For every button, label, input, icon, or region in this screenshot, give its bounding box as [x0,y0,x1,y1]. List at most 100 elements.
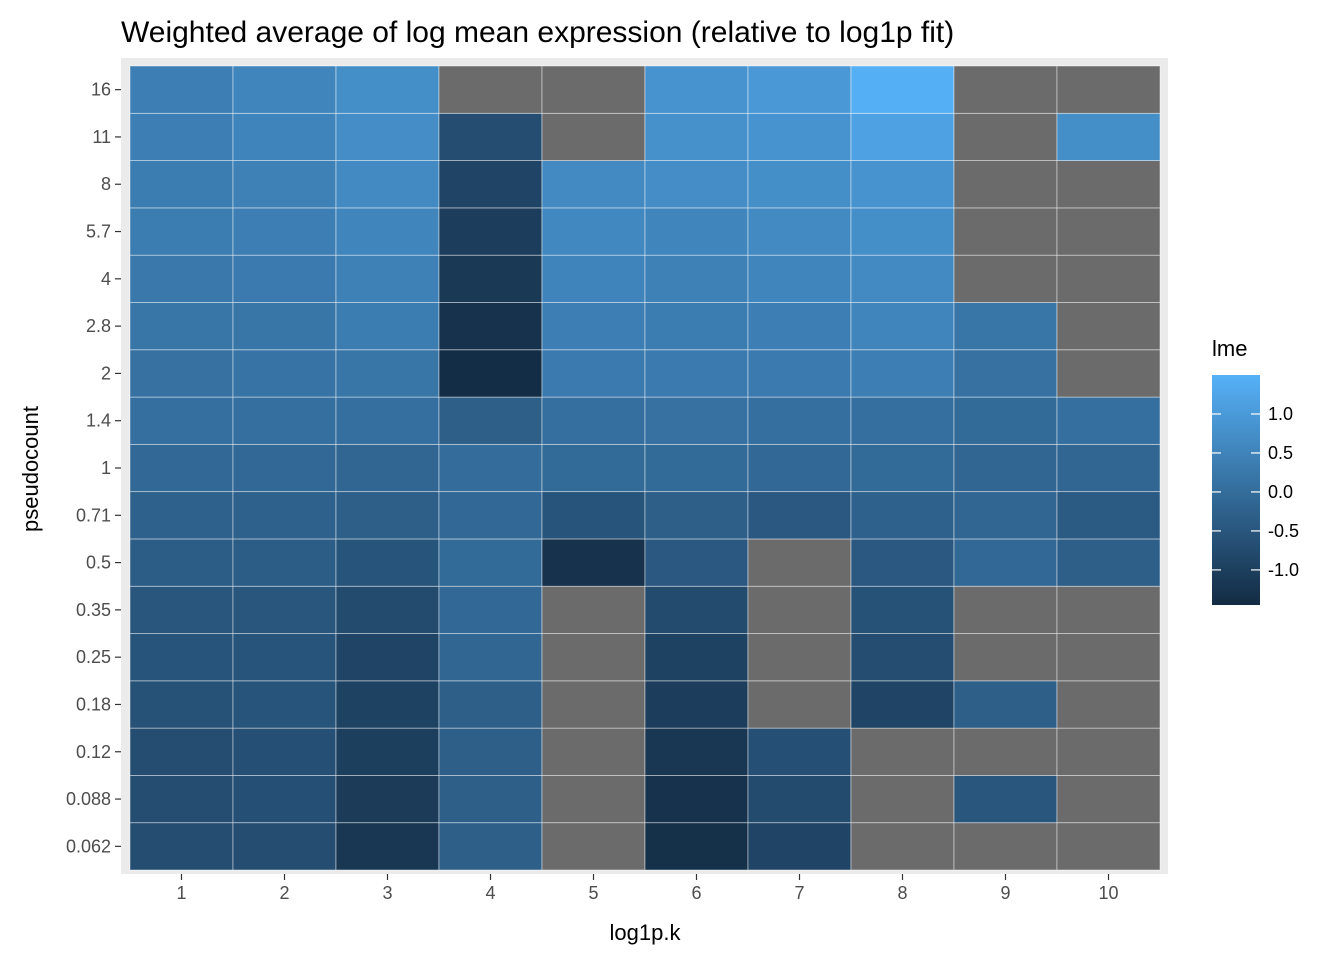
heatmap-cell [1056,633,1161,682]
legend-break-label: 1.0 [1268,404,1293,424]
legend-title: lme [1212,336,1247,361]
x-tick-label: 2 [279,883,289,903]
y-tick-label: 0.062 [66,836,111,856]
heatmap-cell [335,633,440,682]
y-tick-label: 4 [101,269,111,289]
heatmap-cell [129,112,234,161]
heatmap-cell [335,112,440,161]
heatmap-cell [747,727,852,776]
heatmap-cell [335,727,440,776]
heatmap-cell [335,160,440,209]
heatmap-cell [541,302,646,351]
heatmap-cell [644,822,749,871]
heatmap-cell [541,680,646,729]
heatmap-cell [438,443,543,493]
heatmap-cell [1056,775,1161,824]
heatmap-cell [644,775,749,824]
heatmap-cell [644,302,749,351]
heatmap-cell [953,396,1058,445]
heatmap-cell [747,65,852,114]
heatmap-cell [747,207,852,256]
y-tick-label: 8 [101,174,111,194]
heatmap-cell [335,349,440,398]
heatmap-cell [232,349,337,398]
heatmap-cell [438,680,543,729]
heatmap-cell [438,727,543,776]
heatmap-cell [541,65,646,114]
x-tick-label: 4 [485,883,495,903]
heatmap-cell [438,112,543,161]
heatmap-cell [644,349,749,398]
x-tick-label: 8 [897,883,907,903]
legend-break-label: 0.0 [1268,482,1293,502]
y-tick-label: 0.12 [76,742,111,762]
heatmap-cell [129,302,234,351]
heatmap-cell [438,160,543,209]
heatmap-cell [335,585,440,634]
heatmap-cell [850,207,955,256]
heatmap-cell [644,585,749,634]
heatmap-cell [953,585,1058,634]
heatmap-cell [232,775,337,824]
heatmap-cell [953,538,1058,587]
heatmap-cell [541,396,646,445]
legend-break-label: -1.0 [1268,560,1299,580]
heatmap-cell [129,491,234,540]
heatmap-cell [335,396,440,445]
heatmap-cell [850,538,955,587]
heatmap-cell [232,727,337,776]
heatmap-cell [1056,680,1161,729]
heatmap-cell [953,254,1058,303]
heatmap-cell [953,822,1058,871]
heatmap-cell [850,775,955,824]
heatmap-cell [129,680,234,729]
heatmap-cell [541,585,646,634]
heatmap-cell [232,491,337,540]
y-tick-label: 0.35 [76,600,111,620]
heatmap-cell [644,538,749,587]
heatmap-cell [335,775,440,824]
heatmap-cell [232,207,337,256]
y-tick-label: 0.25 [76,647,111,667]
heatmap-cell [953,727,1058,776]
legend: lme 1.0 0.5 0.0 -0.5 -1.0 [1212,336,1299,605]
heatmap-cell [850,727,955,776]
y-tick-label: 0.71 [76,505,111,525]
heatmap-cell [1056,112,1161,161]
heatmap-cell [953,680,1058,729]
heatmap-cell [129,585,234,634]
x-tick-label: 3 [382,883,392,903]
heatmap-cells [129,65,1161,871]
heatmap-cell [747,538,852,587]
heatmap-cell [1056,538,1161,587]
heatmap-cell [541,443,646,493]
heatmap-cell [747,585,852,634]
heatmap-cell [850,680,955,729]
heatmap-cell [438,633,543,682]
heatmap-cell [129,727,234,776]
heatmap-cell [953,775,1058,824]
heatmap-cell [1056,396,1161,445]
heatmap-cell [438,207,543,256]
heatmap-cell [438,349,543,398]
heatmap-cell [1056,491,1161,540]
y-tick-label: 1.4 [86,411,111,431]
heatmap-cell [747,302,852,351]
heatmap-cell [335,254,440,303]
y-tick-label: 1 [101,458,111,478]
heatmap-cell [850,160,955,209]
x-axis-ticks: 1 2 3 4 5 6 7 8 9 10 [176,874,1119,903]
x-tick-label: 9 [1000,883,1010,903]
heatmap-cell [438,254,543,303]
heatmap-cell [541,349,646,398]
x-tick-label: 7 [794,883,804,903]
heatmap-cell [644,207,749,256]
y-tick-label: 5.7 [86,222,111,242]
heatmap-cell [129,775,234,824]
heatmap-cell [129,207,234,256]
heatmap-cell [1056,207,1161,256]
heatmap-cell [541,538,646,587]
heatmap-cell [747,822,852,871]
heatmap-cell [438,491,543,540]
heatmap-cell [438,65,543,114]
